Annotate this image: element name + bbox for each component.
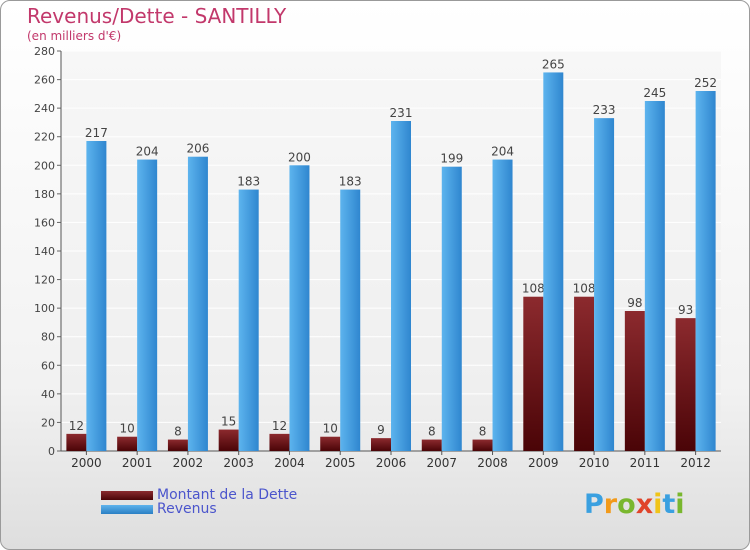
bar-revenus — [86, 141, 107, 451]
y-tick-label: 240 — [34, 102, 55, 115]
x-tick-label: 2002 — [173, 456, 204, 470]
bar-dette — [167, 439, 188, 451]
data-label-revenus: 233 — [593, 103, 616, 117]
x-tick-label: 2000 — [71, 456, 102, 470]
data-label-dette: 12 — [69, 419, 84, 433]
x-tick-label: 2011 — [630, 456, 661, 470]
logo-letter: o — [617, 489, 636, 520]
data-label-dette: 108 — [522, 282, 545, 296]
legend-label-revenus: Revenus — [157, 501, 217, 517]
bar-dette — [269, 433, 290, 451]
data-label-dette: 98 — [627, 296, 642, 310]
data-label-revenus: 199 — [440, 152, 463, 166]
bar-revenus — [441, 166, 462, 451]
y-tick-label: 120 — [34, 274, 55, 287]
legend-label-dette: Montant de la Dette — [157, 487, 298, 503]
data-label-dette: 15 — [221, 415, 236, 429]
bar-dette — [675, 318, 696, 451]
bar-revenus — [644, 101, 665, 451]
data-label-revenus: 217 — [85, 126, 108, 140]
logo-letter: x — [635, 489, 654, 520]
bar-dette — [574, 296, 595, 451]
logo-letter: t — [662, 489, 676, 520]
data-label-dette: 10 — [120, 422, 135, 436]
logo-letter: r — [603, 489, 618, 520]
bar-revenus — [695, 91, 716, 451]
data-label-dette: 12 — [272, 419, 287, 433]
data-label-revenus: 200 — [288, 150, 311, 164]
logo-letter: P — [584, 489, 604, 520]
legend-item-revenus: Revenus — [101, 501, 217, 517]
bar-revenus — [391, 121, 411, 451]
bar-dette — [320, 436, 341, 451]
bar-dette — [66, 433, 87, 451]
data-label-dette: 9 — [377, 423, 385, 437]
bar-dette — [371, 438, 391, 451]
data-label-dette: 8 — [479, 425, 487, 439]
data-label-revenus: 204 — [491, 145, 514, 159]
data-label-dette: 8 — [174, 425, 182, 439]
y-tick-label: 280 — [34, 45, 55, 58]
y-tick-label: 20 — [41, 416, 55, 429]
bar-dette — [523, 296, 544, 451]
x-tick-label: 2001 — [122, 456, 153, 470]
x-tick-label: 2003 — [223, 456, 254, 470]
bar-dette — [472, 439, 493, 451]
data-label-revenus: 183 — [237, 175, 260, 189]
legend-swatch-dette — [101, 490, 153, 500]
bar-revenus — [238, 189, 259, 452]
chart-title: Revenus/Dette - SANTILLY — [27, 4, 287, 28]
data-label-revenus: 265 — [542, 57, 565, 71]
bar-revenus — [340, 189, 361, 452]
y-tick-label: 60 — [41, 359, 55, 372]
y-tick-label: 80 — [41, 331, 55, 344]
bar-revenus — [492, 159, 513, 452]
legend-swatch-revenus — [101, 504, 153, 514]
bar-revenus — [289, 165, 310, 452]
data-label-revenus: 252 — [694, 76, 717, 90]
y-tick-label: 100 — [34, 302, 55, 315]
logo-letter: i — [675, 489, 685, 520]
y-tick-label: 260 — [34, 74, 55, 87]
x-tick-label: 2010 — [579, 456, 610, 470]
logo-letter: i — [653, 489, 663, 520]
x-tick-label: 2006 — [376, 456, 407, 470]
x-tick-label: 2009 — [528, 456, 559, 470]
x-tick-label: 2005 — [325, 456, 356, 470]
y-tick-label: 140 — [34, 245, 55, 258]
data-label-dette: 108 — [573, 282, 596, 296]
legend-item-dette: Montant de la Dette — [101, 487, 298, 503]
data-label-revenus: 204 — [136, 145, 159, 159]
data-label-dette: 10 — [323, 422, 338, 436]
y-tick-label: 180 — [34, 188, 55, 201]
chart-subtitle: (en milliers d'€) — [27, 29, 122, 43]
bar-dette — [624, 311, 645, 451]
y-tick-label: 0 — [48, 445, 55, 458]
bar-revenus — [187, 156, 208, 451]
data-label-dette: 8 — [428, 425, 436, 439]
x-tick-label: 2012 — [680, 456, 711, 470]
data-label-revenus: 245 — [643, 86, 666, 100]
y-tick-label: 40 — [41, 388, 55, 401]
proxiti-logo: Proxiti — [584, 489, 685, 520]
bar-revenus — [594, 118, 615, 452]
y-tick-label: 220 — [34, 131, 55, 144]
data-label-revenus: 231 — [390, 106, 413, 120]
y-tick-label: 160 — [34, 216, 55, 229]
bar-dette — [421, 439, 442, 451]
y-tick-label: 200 — [34, 159, 55, 172]
bar-dette — [218, 429, 239, 451]
bar-dette — [117, 436, 138, 451]
data-label-dette: 93 — [678, 303, 693, 317]
x-tick-label: 2008 — [477, 456, 508, 470]
x-tick-label: 2004 — [274, 456, 305, 470]
data-label-revenus: 183 — [339, 175, 362, 189]
bar-revenus — [543, 72, 564, 451]
data-label-revenus: 206 — [186, 142, 209, 156]
x-tick-label: 2007 — [426, 456, 457, 470]
bar-revenus — [137, 159, 158, 452]
